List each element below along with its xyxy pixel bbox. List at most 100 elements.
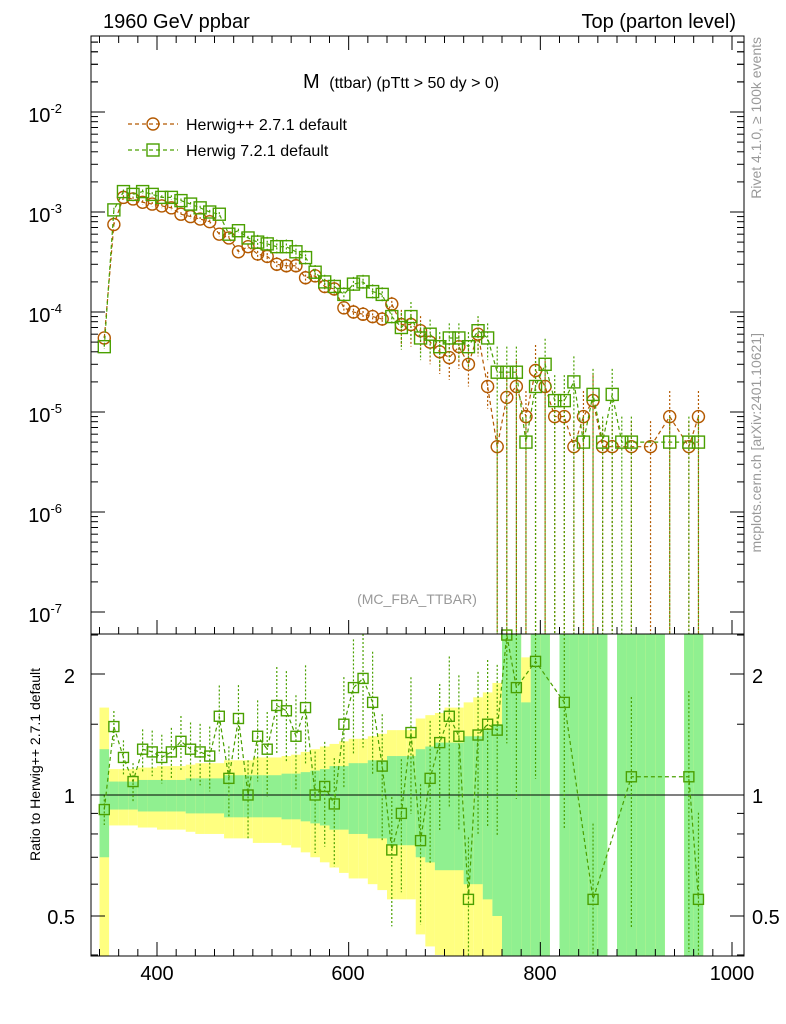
data-point-herwig7	[318, 275, 332, 289]
ratio-point	[510, 681, 523, 694]
data-point-herwigpp	[241, 239, 255, 254]
ratio-point	[414, 834, 427, 847]
data-point-herwig7	[327, 279, 341, 294]
y-tick-label: 10-4	[28, 301, 62, 327]
data-point-herwigpp	[135, 195, 150, 210]
ratio-point	[127, 775, 139, 788]
data-point-herwig7	[452, 331, 466, 345]
data-point-herwig7	[404, 309, 418, 324]
data-point-herwigpp	[212, 227, 226, 241]
data-point-herwig7	[471, 324, 485, 338]
ratio-point	[213, 710, 225, 722]
ratio-band-inner	[166, 779, 177, 812]
data-point-herwigpp	[174, 207, 188, 221]
x-tick-label: 400	[140, 963, 173, 985]
ratio-tick-label-right: 1	[752, 786, 763, 808]
data-point-herwig7	[595, 435, 610, 449]
ratio-band-inner	[463, 736, 474, 885]
data-point-herwig7	[615, 435, 629, 449]
ratio-band-inner	[147, 779, 157, 812]
data-point-herwig7	[346, 277, 361, 291]
data-point-herwig7	[298, 250, 313, 265]
data-point-herwig7	[107, 203, 121, 217]
data-point-herwig7	[557, 393, 571, 408]
ratio-band-inner	[473, 736, 483, 885]
data-point-herwig7	[385, 309, 399, 324]
data-point-herwig7	[576, 435, 591, 449]
data-point-herwigpp	[346, 305, 361, 319]
y-tick-label: 10-7	[28, 601, 62, 627]
ratio-point	[501, 629, 513, 641]
ratio-band-inner	[233, 775, 244, 818]
data-point-herwigpp	[605, 439, 619, 454]
ratio-band-inner	[137, 779, 148, 812]
data-point-herwig7	[356, 275, 370, 289]
legend-label-herwig7: Herwig 7.2.1 default	[186, 143, 329, 160]
ratio-point	[472, 729, 484, 741]
ratio-point	[405, 726, 417, 739]
ratio-band-inner	[99, 749, 110, 858]
data-point-herwig7	[519, 435, 533, 449]
data-point-herwig7	[538, 357, 552, 371]
mcplots-label: mcplots.cern.ch [arXiv:2401.10621]	[748, 333, 764, 552]
data-point-herwig7	[308, 265, 322, 279]
data-point-herwigpp	[480, 379, 495, 394]
ratio-band-inner	[214, 778, 225, 814]
ratio-point	[290, 730, 302, 742]
data-point-herwig7	[375, 287, 389, 302]
x-tick-label: 600	[331, 963, 364, 985]
y-tick-label: 10-5	[28, 401, 62, 427]
data-point-herwig7	[490, 365, 504, 379]
plot-title-sub: (ttbar) (pTtt > 50 dy > 0)	[329, 75, 499, 92]
ratio-tick-label-right: 0.5	[752, 907, 780, 929]
ratio-point	[529, 655, 542, 668]
ratio-band-inner	[339, 766, 349, 830]
ratio-band-inner	[425, 746, 435, 863]
ratio-band-inner	[358, 763, 368, 834]
ratio-band-inner	[291, 773, 301, 820]
ratio-band-inner	[387, 756, 397, 846]
main-panel	[97, 184, 706, 634]
ratio-band-inner	[434, 742, 445, 871]
ratio-point	[117, 751, 130, 764]
ratio-tick-label-left: 1	[64, 786, 75, 808]
data-point-herwigpp	[164, 201, 179, 215]
ratio-band-inner	[454, 742, 464, 871]
ratio-point	[280, 705, 293, 717]
data-point-herwig7	[222, 227, 236, 241]
ratio-band-inner	[281, 773, 292, 820]
data-point-herwig7	[164, 190, 179, 205]
ratio-point	[424, 772, 436, 785]
data-point-herwigpp	[375, 312, 389, 326]
data-point-herwig7	[203, 205, 217, 219]
y-tick-label: 10-2	[28, 101, 62, 127]
data-point-herwig7	[231, 224, 246, 238]
data-point-herwigpp	[461, 357, 476, 371]
ratio-band-inner	[415, 749, 426, 858]
ratio-point	[625, 771, 638, 783]
ratio-point	[587, 893, 599, 906]
ratio-point	[165, 746, 178, 758]
data-point-herwig7	[509, 365, 524, 379]
ratio-band-inner	[252, 775, 263, 818]
ratio-point	[108, 720, 120, 733]
data-point-herwig7	[126, 187, 140, 202]
ratio-point	[683, 771, 695, 783]
data-point-herwigpp	[289, 259, 303, 273]
data-point-herwig7	[279, 239, 294, 254]
ratio-point	[328, 798, 340, 810]
data-point-herwig7	[442, 331, 456, 345]
legend-label-herwigpp: Herwig++ 2.7.1 default	[186, 117, 348, 134]
data-point-herwig7	[241, 231, 255, 245]
ratio-point	[481, 718, 494, 730]
ratio-point	[204, 750, 216, 762]
data-point-herwig7	[337, 287, 351, 302]
data-point-herwigpp	[107, 217, 121, 232]
ratio-band-inner	[367, 760, 378, 839]
data-point-herwig7	[394, 320, 409, 335]
data-point-herwig7	[480, 331, 495, 345]
data-point-herwig7	[586, 387, 600, 402]
ratio-ylabel: Ratio to Herwig++ 2.7.1 default	[27, 668, 43, 861]
ratio-band-inner	[482, 730, 493, 900]
